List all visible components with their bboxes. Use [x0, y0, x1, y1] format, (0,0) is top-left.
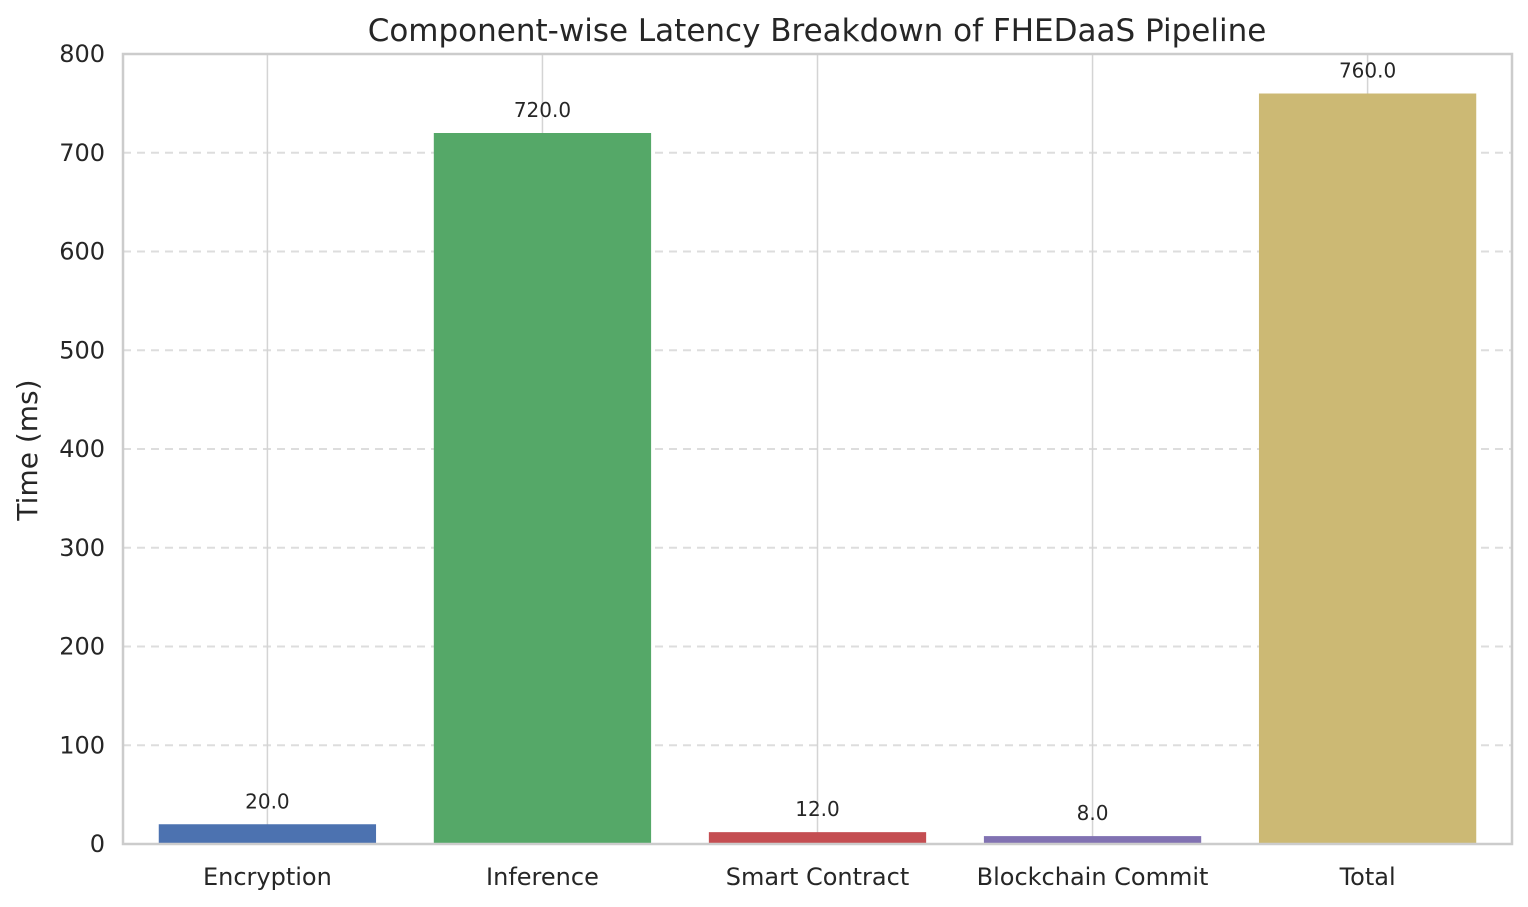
bar-inference — [433, 133, 652, 844]
x-axis-ticks: Encryption Inference Smart Contract Blockch… — [203, 863, 1396, 891]
y-tick-label: 500 — [59, 336, 105, 364]
x-tick-label: Inference — [486, 863, 599, 891]
y-axis-ticks: 0 100 200 300 400 500 600 700 800 — [59, 40, 105, 858]
y-tick-label: 700 — [59, 139, 105, 167]
grid-lines — [123, 54, 1512, 844]
bars — [158, 93, 1477, 844]
bar-value-label: 20.0 — [245, 789, 290, 813]
bar-smart-contract — [708, 832, 927, 844]
x-tick-label: Total — [1339, 863, 1396, 891]
y-tick-label: 100 — [59, 731, 105, 759]
bar-value-label: 8.0 — [1077, 801, 1109, 825]
y-axis-label: Time (ms) — [11, 379, 44, 521]
y-tick-label: 300 — [59, 534, 105, 562]
bar-value-label: 12.0 — [795, 797, 840, 821]
bar-value-labels: 20.0 720.0 12.0 8.0 760.0 — [245, 59, 1396, 826]
bar-value-label: 760.0 — [1339, 59, 1396, 83]
y-tick-label: 200 — [59, 633, 105, 661]
y-tick-label: 800 — [59, 40, 105, 68]
y-tick-label: 400 — [59, 435, 105, 463]
chart-title: Component-wise Latency Breakdown of FHED… — [368, 13, 1267, 49]
bar-encryption — [158, 824, 377, 844]
bar-blockchain-commit — [983, 836, 1202, 844]
y-tick-label: 600 — [59, 238, 105, 266]
bar-value-label: 720.0 — [514, 98, 571, 122]
bar-total — [1258, 93, 1477, 844]
x-tick-label: Encryption — [203, 863, 332, 891]
plot-area-frame — [121, 52, 1514, 846]
y-tick-label: 0 — [90, 830, 105, 858]
x-tick-label: Smart Contract — [726, 863, 909, 891]
x-tick-label: Blockchain Commit — [977, 863, 1209, 891]
